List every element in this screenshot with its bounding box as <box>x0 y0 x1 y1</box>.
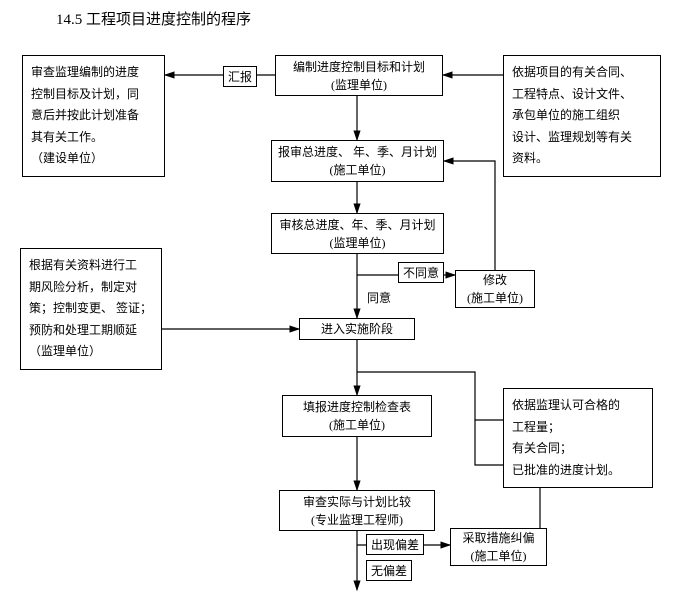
node-corrective-action: 采取措施纠偏 (施工单位) <box>450 528 547 566</box>
note-line: （建设单位） <box>31 148 156 170</box>
label-agree: 同意 <box>365 289 393 306</box>
note-line: 资料。 <box>512 148 652 170</box>
note-line: 控制目标及计划，同 <box>31 84 156 106</box>
note-line: 工程特点、设计文件、 <box>512 84 652 106</box>
node-compare: 审查实际与计划比较 (专业监理工程师) <box>279 490 435 531</box>
note-line: （监理单位） <box>29 341 153 363</box>
node-subtext: (施工单位) <box>471 547 527 565</box>
node-subtext: (施工单位) <box>467 289 523 307</box>
note-line: 期风险分析，制定对 <box>29 277 153 299</box>
label-disagree: 不同意 <box>398 262 444 283</box>
node-compile-plan: 编制进度控制目标和计划 (监理单位) <box>275 55 443 96</box>
node-text: 审核总进度、年、季、月计划 <box>279 216 435 234</box>
note-line: 预防和处理工期顺延 <box>29 320 153 342</box>
note-line: 已批准的进度计划。 <box>512 460 644 482</box>
node-text: 采取措施纠偏 <box>462 529 534 547</box>
note-line: 工程量； <box>512 417 644 439</box>
node-subtext: (监理单位) <box>330 234 386 252</box>
node-text: 修改 <box>483 271 507 289</box>
note-line: 其有关工作。 <box>31 127 156 149</box>
note-basis-bottom: 依据监理认可合格的 工程量； 有关合同； 已批准的进度计划。 <box>503 388 653 488</box>
note-line: 依据监理认可合格的 <box>512 395 644 417</box>
page-title: 14.5 工程项目进度控制的程序 <box>56 8 251 29</box>
note-line: 设计、监理规划等有关 <box>512 127 652 149</box>
note-line: 根据有关资料进行工 <box>29 255 153 277</box>
node-subtext: (监理单位) <box>331 76 387 94</box>
note-line: 策；控制变更、 签证； <box>29 298 153 320</box>
node-review-plan: 审核总进度、年、季、月计划 (监理单位) <box>271 213 444 254</box>
node-subtext: (施工单位) <box>329 416 385 434</box>
node-modify: 修改 (施工单位) <box>455 270 535 308</box>
node-submit-plan: 报审总进度、 年、季、月计划 (施工单位) <box>271 140 444 182</box>
note-line: 有关合同； <box>512 438 644 460</box>
node-text: 审查实际与计划比较 <box>303 493 411 511</box>
note-line: 意后并按此计划准备 <box>31 105 156 127</box>
node-implement: 进入实施阶段 <box>299 318 415 340</box>
node-text: 进入实施阶段 <box>321 320 393 338</box>
node-text: 编制进度控制目标和计划 <box>293 58 425 76</box>
note-line: 依据项目的有关合同、 <box>512 62 652 84</box>
node-subtext: (施工单位) <box>330 161 386 179</box>
label-nodeviation: 无偏差 <box>366 560 412 581</box>
node-text: 填报进度控制检查表 <box>303 398 411 416</box>
note-line: 承包单位的施工组织 <box>512 105 652 127</box>
label-deviation: 出现偏差 <box>366 534 424 555</box>
note-basis-top: 依据项目的有关合同、 工程特点、设计文件、 承包单位的施工组织 设计、监理规划等… <box>503 55 661 177</box>
node-subtext: (专业监理工程师) <box>311 511 403 529</box>
node-text: 报审总进度、 年、季、月计划 <box>278 143 437 161</box>
label-report: 汇报 <box>223 66 257 87</box>
note-build-unit: 审查监理编制的进度 控制目标及计划，同 意后并按此计划准备 其有关工作。 （建设… <box>22 55 165 177</box>
note-line: 审查监理编制的进度 <box>31 62 156 84</box>
note-risk-analysis: 根据有关资料进行工 期风险分析，制定对 策；控制变更、 签证； 预防和处理工期顺… <box>20 248 162 370</box>
node-fill-check: 填报进度控制检查表 (施工单位) <box>282 395 432 437</box>
